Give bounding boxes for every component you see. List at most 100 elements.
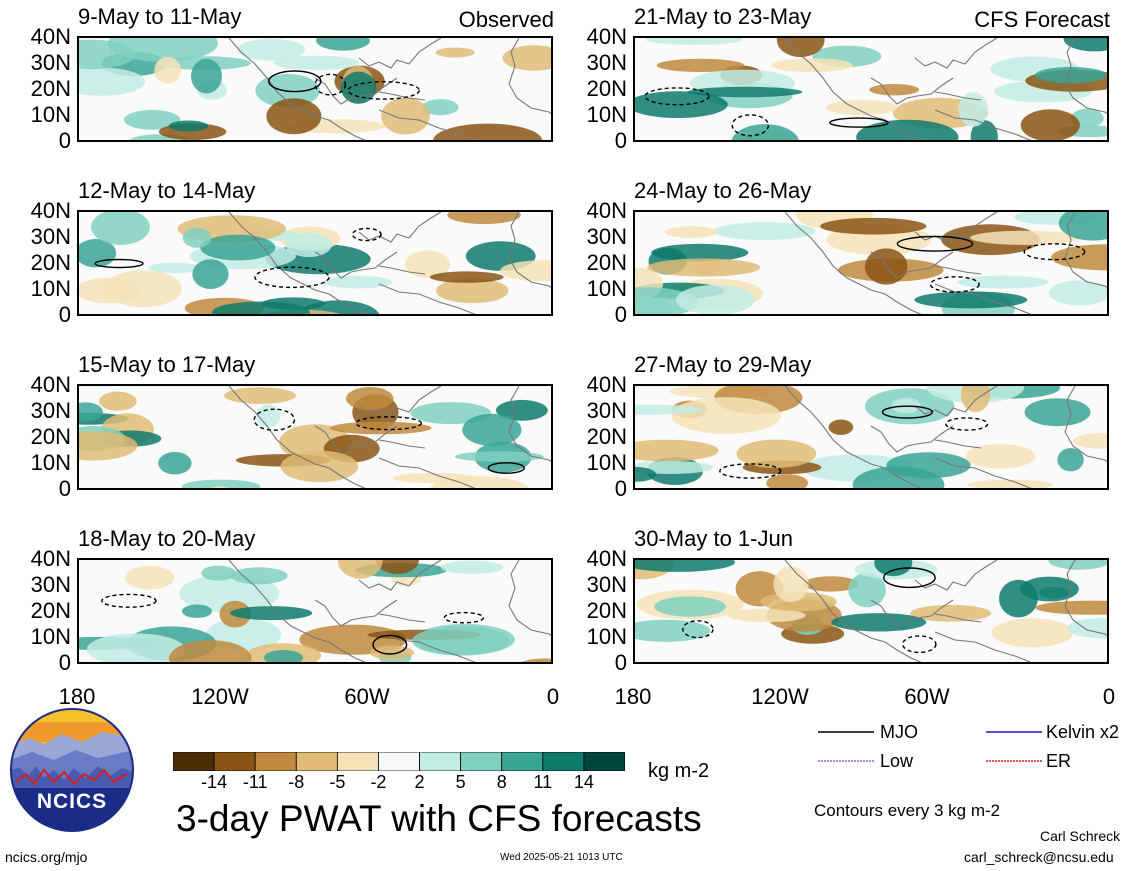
lat-label: 20N xyxy=(586,424,627,449)
anomaly-blob xyxy=(1024,398,1091,427)
anomaly-blob xyxy=(1020,576,1079,602)
anomaly-blob xyxy=(773,566,809,603)
mjo-contour xyxy=(882,567,936,589)
coastline xyxy=(934,109,1032,140)
colorbar-swatch xyxy=(172,751,215,772)
anomaly-blob xyxy=(435,278,509,304)
coastline xyxy=(314,425,398,453)
anomaly-blob xyxy=(230,606,313,621)
lat-label: 30N xyxy=(30,50,71,75)
coastline xyxy=(884,119,922,140)
coastline xyxy=(358,386,442,417)
anomaly-blob xyxy=(647,258,761,277)
footer-email[interactable]: carl_schreck@ncsu.edu xyxy=(964,849,1114,865)
anomaly-blob xyxy=(381,97,430,135)
anomaly-blob xyxy=(337,560,383,579)
coastline xyxy=(378,613,426,623)
lon-label-left-120w: 120W xyxy=(191,684,249,709)
mjo-contour xyxy=(487,462,525,474)
anomaly-blob xyxy=(676,284,755,314)
pwat-anomaly-map xyxy=(635,38,1107,140)
coastline xyxy=(358,560,442,591)
ncics-logo-text: NCICS xyxy=(36,790,108,813)
coastline xyxy=(934,439,982,449)
anomaly-blob xyxy=(447,212,521,224)
ncics-logo[interactable]: NCICS xyxy=(10,708,134,832)
lat-label: 30N xyxy=(586,224,627,249)
coastline xyxy=(1064,560,1107,636)
anomaly-blob xyxy=(421,99,459,116)
coastline xyxy=(870,599,954,627)
panel-title-right-2: 27-May to 29-May xyxy=(634,352,812,377)
coastline xyxy=(314,77,398,105)
colorbar-swatch xyxy=(501,751,544,772)
mjo-contour-negative xyxy=(351,227,382,242)
anomaly-blob xyxy=(635,439,719,462)
anomaly-blob xyxy=(1049,280,1107,306)
anomaly-blob xyxy=(828,419,854,435)
anomaly-blob xyxy=(103,270,182,308)
anomaly-blob xyxy=(635,467,657,482)
lat-label: 30N xyxy=(586,398,627,423)
panel-title-right-1: 24-May to 26-May xyxy=(634,178,812,203)
lat-label: 20N xyxy=(586,598,627,623)
panel-title-left-1: 12-May to 14-May xyxy=(78,178,256,203)
anomaly-blob xyxy=(728,608,806,623)
anomaly-blob xyxy=(496,399,548,421)
coastline xyxy=(358,38,442,69)
lat-label: 10N xyxy=(586,450,627,475)
anomaly-blob xyxy=(266,98,322,135)
anomaly-blob xyxy=(651,243,749,262)
anomaly-blob xyxy=(429,271,504,283)
mjo-contour-negative xyxy=(253,408,296,431)
anomaly-blob xyxy=(200,234,276,261)
anomaly-blob xyxy=(260,297,326,310)
coastline xyxy=(784,560,886,643)
anomaly-blob xyxy=(635,560,735,572)
coastline xyxy=(914,212,998,243)
anomaly-blob xyxy=(79,67,145,96)
coastline xyxy=(378,265,426,275)
coastline xyxy=(314,251,398,279)
anomaly-blob xyxy=(181,604,213,618)
anomaly-blob xyxy=(1072,433,1107,449)
anomaly-blob xyxy=(125,565,175,590)
anomaly-blob xyxy=(914,291,1028,309)
coastline xyxy=(378,283,476,314)
anomaly-blob xyxy=(329,421,432,435)
pwat-anomaly-map xyxy=(79,560,551,662)
anomaly-blob xyxy=(99,391,137,411)
coastline xyxy=(914,38,998,69)
anomaly-blob xyxy=(671,397,781,434)
lat-label: 30N xyxy=(30,398,71,423)
anomaly-blob xyxy=(230,567,288,585)
anomaly-blob xyxy=(158,451,192,475)
coastline xyxy=(378,439,426,449)
coastline xyxy=(508,560,551,636)
lat-label: 10N xyxy=(586,624,627,649)
colorbar-tick-label: 14 xyxy=(573,772,594,792)
footer-url[interactable]: ncics.org/mjo xyxy=(5,849,88,865)
anomaly-blob xyxy=(803,576,859,592)
anomaly-blob xyxy=(1063,38,1107,52)
anomaly-blob xyxy=(656,58,745,72)
colorbar-swatch xyxy=(295,751,338,772)
mjo-contour xyxy=(372,634,408,655)
anomaly-blob xyxy=(86,633,185,662)
coastline xyxy=(378,631,476,662)
colorbar-tick-label: -5 xyxy=(329,772,346,792)
coastline xyxy=(784,38,886,121)
legend-kelvin-label: Kelvin x2 xyxy=(1046,722,1120,742)
anomaly-blob xyxy=(654,596,726,617)
colorbar-tick-label: -8 xyxy=(288,772,305,792)
anomaly-blob xyxy=(1057,448,1084,472)
colorbar-tick-label: 5 xyxy=(455,772,466,792)
anomaly-blob xyxy=(440,560,504,574)
mjo-contour xyxy=(268,70,322,93)
coastline xyxy=(314,599,398,627)
anomaly-blob xyxy=(435,47,475,58)
anomaly-blob xyxy=(1048,560,1107,570)
anomaly-blob xyxy=(665,226,718,238)
ncics-logo-graphic xyxy=(10,708,134,832)
anomaly-blob xyxy=(285,232,332,257)
